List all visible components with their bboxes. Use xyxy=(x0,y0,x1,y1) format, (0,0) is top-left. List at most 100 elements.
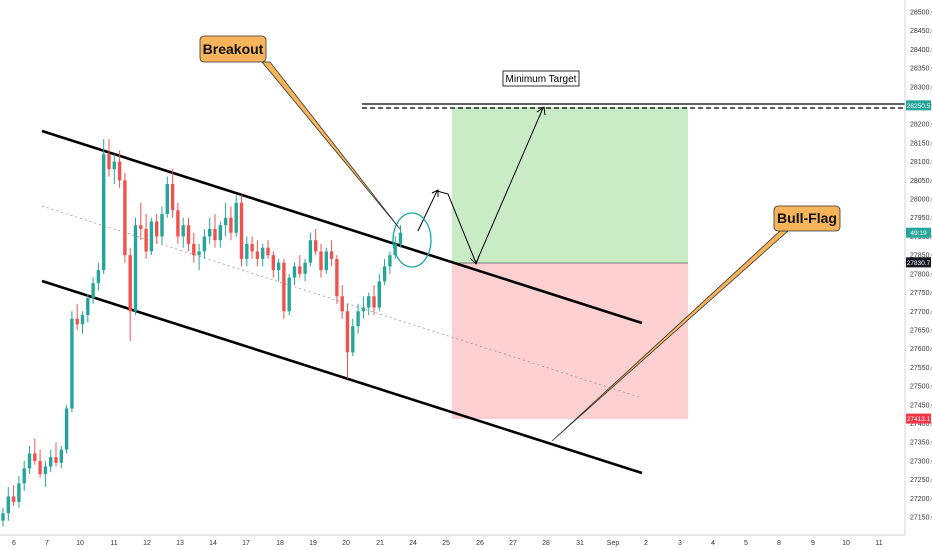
bull-flag-callout: Bull-Flag xyxy=(551,205,841,442)
candle xyxy=(96,262,101,291)
candle-body xyxy=(6,496,10,514)
time-tick-label: 13 xyxy=(176,540,184,547)
candle-body xyxy=(128,255,132,312)
candle-body xyxy=(377,281,381,308)
breakout-pointer xyxy=(261,61,401,230)
channel-lower-line xyxy=(41,279,643,475)
candle xyxy=(43,460,48,488)
candle xyxy=(329,240,334,267)
candle-body xyxy=(319,251,323,271)
candle xyxy=(239,195,244,267)
bull-flag-label: Bull-Flag xyxy=(777,210,837,226)
candle xyxy=(59,445,63,469)
candle xyxy=(86,294,90,323)
candle-body xyxy=(64,408,69,450)
candle xyxy=(6,487,10,521)
candle-body xyxy=(298,266,302,274)
price-tick-label: 27700.0 xyxy=(910,309,932,316)
time-tick-label: 20 xyxy=(342,540,350,547)
candle xyxy=(91,277,95,304)
candle-body xyxy=(266,247,270,256)
arrow-head-2 xyxy=(469,255,480,265)
price-badge-box xyxy=(906,413,931,424)
price-badge-label: 27830.7 xyxy=(907,260,931,267)
candle xyxy=(64,404,69,454)
price-tick-label: 27550.0 xyxy=(910,365,932,372)
time-tick-label: 25 xyxy=(442,540,450,547)
candle xyxy=(112,154,116,185)
candle xyxy=(160,206,164,244)
candle-body xyxy=(160,214,164,237)
candle-body xyxy=(139,225,143,229)
time-tick-label: 21 xyxy=(376,540,384,547)
candle xyxy=(308,232,313,267)
candle-body xyxy=(80,315,85,325)
candle-body xyxy=(123,180,127,256)
candle-body xyxy=(112,161,116,170)
candle-body xyxy=(356,311,360,327)
projection-arrows xyxy=(417,106,546,265)
candle-body xyxy=(107,154,111,170)
candle-body xyxy=(340,296,344,312)
price-badge: 28250.5 xyxy=(906,100,931,111)
price-tick-label: 27200.0 xyxy=(910,496,932,503)
price-axis[interactable]: 28500.0 28450.0 28400.0 28350.0 28300.0 28250… xyxy=(904,0,932,535)
candle xyxy=(17,475,21,508)
candle-body xyxy=(287,277,291,312)
candle-body xyxy=(155,221,159,237)
candle xyxy=(181,217,185,248)
candle xyxy=(38,449,42,478)
candle-body xyxy=(282,262,286,312)
candle-body xyxy=(91,283,95,299)
time-tick-label: 28 xyxy=(542,540,550,547)
candle xyxy=(123,172,127,263)
candle xyxy=(351,318,355,357)
candle xyxy=(139,202,143,241)
candle xyxy=(335,255,339,304)
candle-body xyxy=(17,483,21,503)
candle-body xyxy=(11,496,16,503)
price-tick-label: 27650.0 xyxy=(910,327,932,334)
candle-body xyxy=(38,460,42,474)
candle-body xyxy=(261,247,265,259)
candle xyxy=(49,449,53,473)
candle-body xyxy=(218,225,222,241)
candle-body xyxy=(250,243,254,252)
candle-body xyxy=(133,225,138,312)
candle xyxy=(367,292,371,315)
candle xyxy=(1,507,5,527)
price-tick-label: 28450.0 xyxy=(910,28,932,35)
candle xyxy=(361,296,366,319)
candle xyxy=(234,195,238,237)
target-label: Minimum Target xyxy=(506,74,577,85)
candle xyxy=(266,240,270,259)
price-badge-box xyxy=(906,100,931,111)
candle xyxy=(80,311,85,334)
candle-body xyxy=(33,453,37,461)
time-axis[interactable]: 6 7 10 11 12 13 14 17 18 19 20 21 24 25 26 27 28 31 Sep 2 3 4… xyxy=(0,534,905,547)
candle xyxy=(176,202,180,244)
price-tick-label: 28400.0 xyxy=(910,47,932,54)
candle-body xyxy=(86,298,90,315)
candle-body xyxy=(27,453,32,469)
time-tick-label: 26 xyxy=(476,540,484,547)
candle xyxy=(33,438,37,465)
candle-body xyxy=(75,318,79,325)
loss-zone xyxy=(452,263,688,419)
price-badge: 49:19 xyxy=(906,227,931,238)
candle-body xyxy=(367,296,371,308)
price-tick-label: 27950.0 xyxy=(910,215,932,222)
candle-body xyxy=(223,217,228,226)
price-badge-label: 27413.1 xyxy=(907,416,931,423)
candle xyxy=(213,214,217,248)
price-tick-label: 27600.0 xyxy=(910,346,932,353)
candle xyxy=(276,258,281,282)
candle-body xyxy=(234,202,238,233)
candle xyxy=(155,214,159,244)
price-tick-label: 28300.0 xyxy=(910,84,932,91)
candle xyxy=(186,217,191,252)
candle-body xyxy=(213,228,217,241)
candle xyxy=(398,225,403,248)
